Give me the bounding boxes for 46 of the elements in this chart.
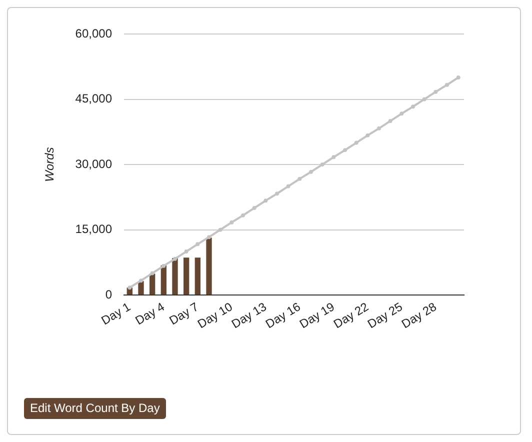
y-tick-label: 45,000	[75, 92, 112, 106]
x-tick-label: Day 4	[132, 299, 168, 328]
point	[162, 264, 166, 268]
bar	[194, 258, 200, 294]
point	[388, 119, 392, 123]
point	[128, 286, 132, 290]
point	[320, 162, 324, 166]
point	[139, 278, 143, 283]
point	[377, 126, 381, 130]
point	[207, 235, 211, 240]
bar	[172, 258, 178, 294]
point	[230, 220, 234, 224]
bar	[138, 281, 144, 294]
point	[218, 228, 222, 232]
y-tick-label: 15,000	[75, 222, 112, 236]
bar	[160, 265, 166, 294]
point	[411, 104, 415, 109]
point	[286, 184, 290, 188]
y-tick-label: 0	[105, 287, 112, 302]
bar	[150, 274, 156, 294]
y-tick-label: 60,000	[75, 26, 112, 40]
point	[445, 82, 449, 87]
point	[309, 170, 313, 174]
point	[275, 192, 279, 196]
point	[366, 133, 370, 138]
point	[264, 198, 268, 203]
point	[150, 271, 154, 276]
point	[434, 90, 438, 94]
point	[354, 140, 358, 145]
point	[252, 206, 256, 210]
point	[400, 112, 404, 116]
point	[332, 155, 336, 160]
point	[343, 148, 347, 152]
point	[422, 97, 426, 102]
point	[184, 250, 188, 254]
y-tick-label: 30,000	[75, 156, 112, 171]
bar	[206, 238, 212, 294]
x-tick-label: Day 1	[98, 299, 134, 328]
edit-button[interactable]: Edit Word Count By Day	[24, 398, 166, 419]
y-axis-title: Words	[42, 147, 57, 182]
point	[173, 256, 177, 261]
point	[298, 176, 302, 181]
bar	[184, 258, 190, 294]
point	[456, 76, 460, 80]
point	[241, 213, 245, 218]
point	[196, 242, 200, 246]
